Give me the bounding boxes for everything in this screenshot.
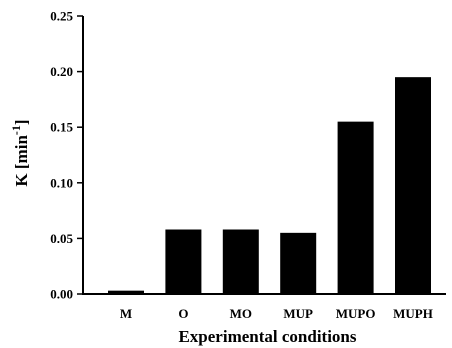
y-axis-title-superscript: -1 [9,125,23,135]
bar-mo [222,229,259,294]
bars-group [108,77,431,294]
x-tick-label: M [120,306,132,321]
x-tick-label: MUPO [336,306,376,321]
y-tick-label: 0.15 [50,120,73,135]
x-axis-title: Experimental conditions [178,327,356,346]
bar-muph [395,77,431,294]
bar-mupo [337,121,374,294]
x-tick-label: MUPH [393,306,433,321]
y-axis-ticks: 0.00 0.05 0.10 0.15 0.20 0.25 [50,9,83,302]
bar-o [165,229,202,294]
x-tick-label: MO [230,306,252,321]
x-tick-label: O [178,306,188,321]
y-axis-title-main: K [min [12,135,31,187]
y-tick-label: 0.00 [50,287,73,302]
y-tick-label: 0.20 [50,64,73,79]
bar-mup [280,232,317,294]
y-axis-title-suffix: ] [12,119,31,125]
y-tick-label: 0.25 [50,9,73,24]
y-axis-title: K [min-1] [9,119,31,186]
y-tick-label: 0.10 [50,175,73,190]
y-tick-label: 0.05 [50,231,73,246]
x-tick-label: MUP [283,306,313,321]
bar-m [108,290,144,294]
x-axis-ticks: M O MO MUP MUPO MUPH [120,306,433,321]
